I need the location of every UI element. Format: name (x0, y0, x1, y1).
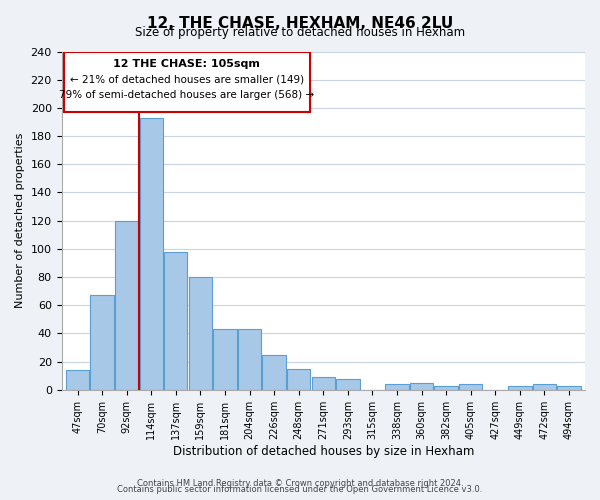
Y-axis label: Number of detached properties: Number of detached properties (15, 133, 25, 308)
Bar (410, 383, 433, 390)
Bar (459, 384, 482, 390)
Text: 12, THE CHASE, HEXHAM, NE46 2LU: 12, THE CHASE, HEXHAM, NE46 2LU (147, 16, 453, 31)
Text: Size of property relative to detached houses in Hexham: Size of property relative to detached ho… (135, 26, 465, 39)
Bar (115, 220, 139, 390)
Bar (311, 377, 335, 390)
X-axis label: Distribution of detached houses by size in Hexham: Distribution of detached houses by size … (173, 444, 474, 458)
Text: 12 THE CHASE: 105sqm: 12 THE CHASE: 105sqm (113, 59, 260, 69)
Bar (508, 386, 532, 390)
Text: Contains public sector information licensed under the Open Government Licence v3: Contains public sector information licen… (118, 485, 482, 494)
Bar (385, 384, 409, 390)
Text: ← 21% of detached houses are smaller (149): ← 21% of detached houses are smaller (14… (70, 74, 304, 85)
Bar (213, 329, 236, 390)
Text: 79% of semi-detached houses are larger (568) →: 79% of semi-detached houses are larger (… (59, 90, 314, 100)
Bar (164, 252, 187, 390)
Bar (533, 384, 556, 390)
Bar (66, 370, 89, 390)
FancyBboxPatch shape (64, 52, 310, 112)
Bar (238, 329, 261, 390)
Bar (557, 386, 581, 390)
Bar (91, 296, 114, 390)
Bar (336, 378, 359, 390)
Text: Contains HM Land Registry data © Crown copyright and database right 2024.: Contains HM Land Registry data © Crown c… (137, 478, 463, 488)
Bar (189, 277, 212, 390)
Bar (287, 368, 310, 390)
Bar (140, 118, 163, 390)
Bar (262, 354, 286, 390)
Bar (434, 386, 458, 390)
